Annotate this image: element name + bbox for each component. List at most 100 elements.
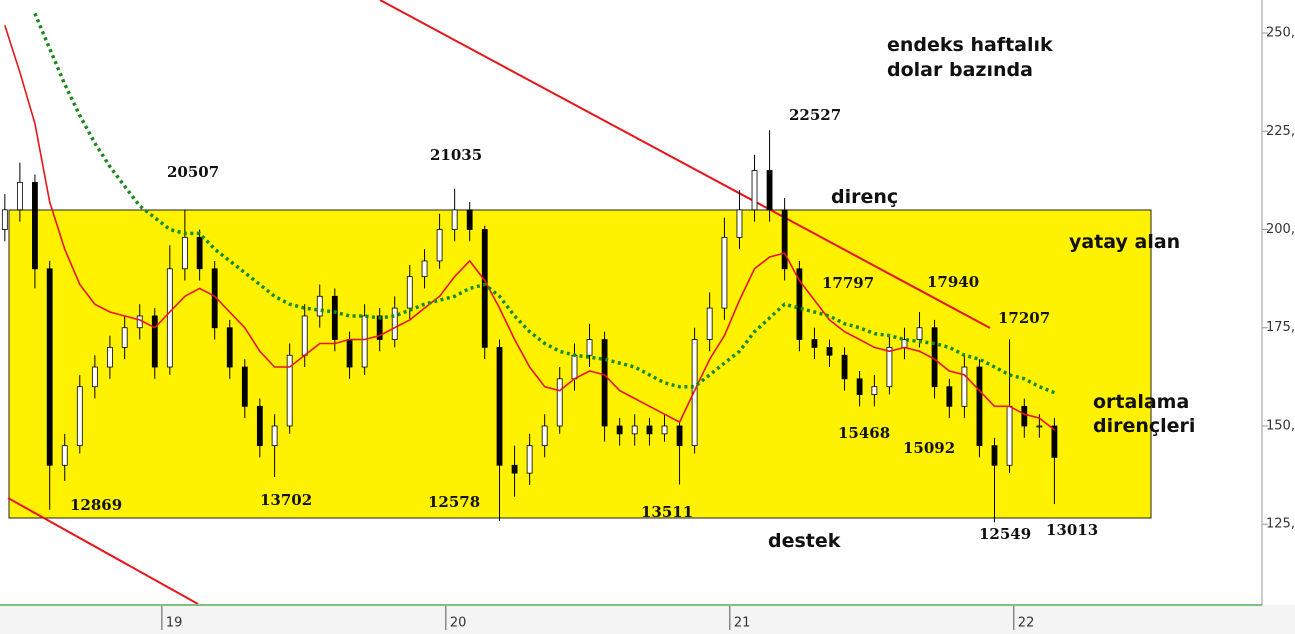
candle-body (616, 425, 623, 435)
annotation: 17207 (998, 309, 1050, 327)
x-axis-band (0, 605, 1295, 634)
candle-body (436, 229, 443, 262)
candle-body (421, 260, 428, 278)
candle-body (571, 354, 578, 380)
annotation: 13702 (260, 491, 312, 509)
candle-body (151, 315, 158, 368)
x-tick-label: 22 (1018, 616, 1035, 631)
annotation: dolar bazında (887, 59, 1033, 81)
candle-body (841, 354, 848, 380)
candle-body (106, 346, 113, 368)
annotation: ortalama (1093, 391, 1189, 413)
annotation: 15092 (903, 439, 955, 457)
candle-body (586, 339, 593, 356)
candle-body (361, 315, 368, 368)
candle-body (886, 346, 893, 388)
candle-body (676, 425, 683, 447)
moving-average-dotted (33, 12, 1056, 395)
y-tick-label: 175, (1266, 320, 1295, 335)
candle-body (556, 378, 563, 427)
candle-body (856, 378, 863, 395)
annotation: yatay alan (1069, 231, 1180, 253)
annotation: 22527 (789, 106, 841, 124)
candle-body (871, 386, 878, 395)
candle-body (271, 425, 278, 447)
candle-body (481, 229, 488, 348)
candle-body (32, 181, 38, 270)
candle-body (511, 464, 518, 474)
candle-body (691, 339, 698, 447)
candle-body (166, 268, 173, 368)
trend-line (7, 497, 199, 604)
candle-body (736, 209, 743, 238)
annotation: 12549 (979, 525, 1031, 543)
candle-body (181, 236, 188, 270)
candle-body (526, 445, 533, 474)
candle-body (706, 307, 713, 340)
x-tick-label: 20 (450, 616, 467, 631)
candle-body (466, 209, 473, 230)
candle-body (766, 170, 773, 211)
candle-body (16, 181, 23, 211)
candle-body (751, 170, 758, 211)
candle-body (1051, 425, 1058, 458)
annotation: 20507 (167, 163, 219, 181)
annotation: 12869 (70, 496, 122, 514)
candle-body (1, 209, 8, 230)
candle-body (196, 236, 203, 270)
candle-body (496, 346, 503, 466)
candle-body (646, 425, 653, 435)
candle-body (331, 295, 338, 340)
candle-body (301, 315, 308, 356)
candle-body (286, 354, 293, 427)
candle-body (946, 386, 953, 407)
candle-body (391, 307, 398, 340)
candle-body (961, 366, 968, 407)
x-tick-label: 19 (166, 616, 183, 631)
candle-body (346, 339, 353, 368)
candle-body (451, 209, 458, 230)
candle-body (1021, 405, 1028, 427)
candle-body (781, 209, 788, 270)
candle-body (721, 236, 728, 309)
candle-body (1006, 405, 1013, 466)
annotation: 13511 (641, 503, 693, 521)
annotation: destek (768, 530, 841, 552)
candle-body (916, 327, 923, 340)
candle-body (61, 445, 68, 466)
candle-body (406, 276, 413, 309)
candle-body (46, 268, 53, 466)
candle-body (376, 315, 383, 340)
candle-body (796, 268, 803, 340)
moving-average (4, 24, 1055, 431)
plot-area (1, 0, 1152, 604)
trend-line (379, 0, 991, 329)
candle-body (241, 366, 248, 407)
candle-body (256, 405, 263, 447)
candle-body (811, 339, 818, 348)
candle-body (91, 366, 98, 388)
annotation: 12578 (428, 493, 480, 511)
y-tick-label: 150, (1266, 418, 1295, 433)
y-tick-label: 200, (1266, 222, 1295, 237)
annotation: 21035 (430, 146, 482, 164)
annotation: direnç (831, 186, 898, 208)
candle-body (661, 425, 668, 435)
candle-body (1036, 425, 1043, 428)
annotation: 13013 (1046, 521, 1098, 539)
candle-body (76, 386, 83, 447)
candle-body (991, 445, 998, 466)
x-tick-label: 21 (734, 616, 751, 631)
candle-body (136, 315, 143, 329)
annotation: endeks haftalık (887, 34, 1053, 56)
candle-body (601, 339, 608, 427)
candle-body (121, 327, 128, 348)
y-tick-label: 250, (1266, 26, 1295, 41)
annotation: 15468 (838, 424, 890, 442)
y-tick-label: 225, (1266, 124, 1295, 139)
candle-body (931, 327, 938, 388)
y-tick-label: 125, (1266, 517, 1295, 532)
annotations: endeks haftalık dolar bazında 22527 2050… (70, 34, 1195, 552)
